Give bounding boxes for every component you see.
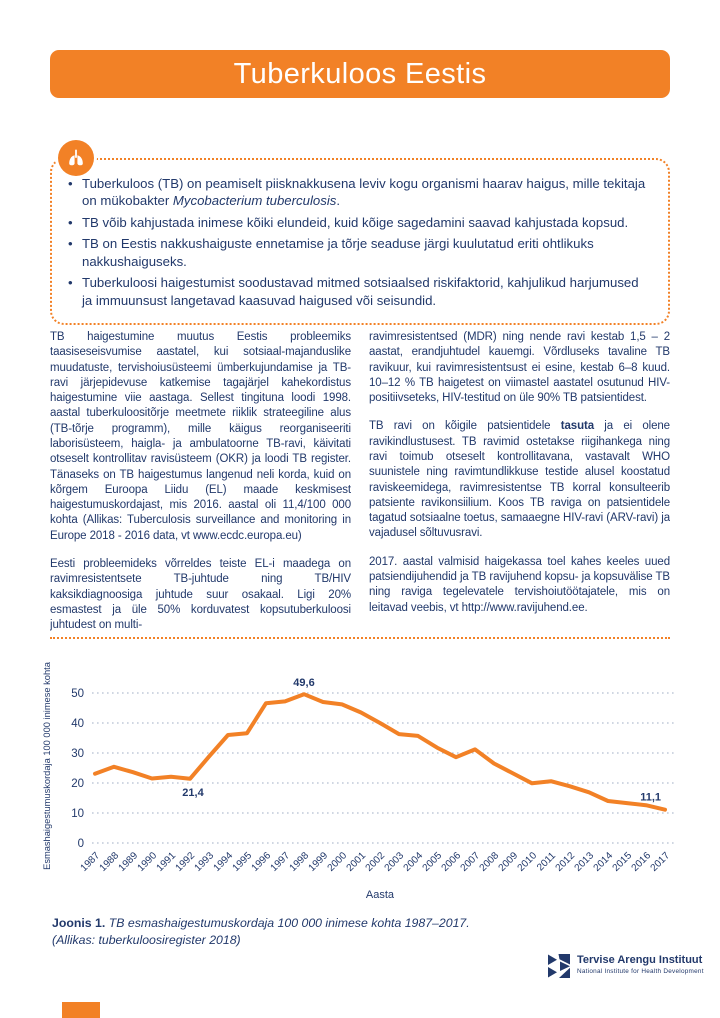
institute-name: Tervise Arengu Instituut [577,954,703,966]
x-tick-label: 1993 [193,850,217,874]
footer-orange-block [62,1002,100,1018]
x-axis-title: Aasta [366,889,395,901]
data-label: 11,1 [640,792,661,804]
institute-logo: Tervise Arengu Instituut National Instit… [548,954,704,979]
y-axis-title: Esmashaigestumuskordaja 100 000 inimese … [42,661,52,870]
x-tick-label: 1994 [212,850,236,874]
x-tick-label: 2005 [421,850,445,874]
y-tick-label: 30 [71,748,84,760]
x-tick-label: 2001 [345,850,369,874]
y-tick-label: 0 [78,838,84,850]
x-tick-label: 2013 [573,850,597,874]
x-tick-label: 1997 [269,850,293,874]
chart-area: 0 10 20 30 40 50 1987 1988 1989 1990 1991 1992 1993 1… [30,648,695,908]
key-fact-bullet: Tuberkuloos (TB) on peamiselt piisknakku… [68,175,648,210]
x-tick-label: 2015 [611,850,635,874]
y-tick-label: 50 [71,688,84,700]
y-tick-label: 10 [71,808,84,820]
key-fact-bullet: TB on Eestis nakkushaiguste ennetamise j… [68,235,648,270]
figure-caption-source: (Allikas: tuberkuloosiregister 2018) [52,933,241,948]
tb-incidence-line-chart: 0102030405019871988198919901991199219931… [42,661,676,901]
paragraph: TB haigestumine muutus Eestis probleemik… [50,331,351,542]
x-tick-label: 1999 [307,850,331,874]
figure-caption: Joonis 1. TB esmashaigestumuskordaja 100… [52,915,572,949]
dotted-divider [50,637,670,639]
x-tick-label: 2002 [364,850,388,874]
y-tick-label: 20 [71,778,84,790]
paragraph: 2017. aastal valmisid haigekassa toel ka… [369,555,670,614]
x-tick-label: 1988 [98,850,122,874]
x-tick-label: 2008 [478,850,502,874]
x-tick-label: 2016 [630,850,654,874]
x-tick-label: 2014 [592,850,616,874]
data-label: 49,6 [293,677,314,689]
institute-name-en: National Institute for Health Developmen… [577,968,704,976]
x-tick-label: 2006 [440,850,464,874]
x-tick-label: 1991 [155,850,179,874]
x-tick-label: 1996 [250,850,274,874]
paragraph: ravimresistentsed (MDR) ning nende ravi … [369,331,670,405]
x-tick-label: 1987 [79,850,103,874]
tai-logo-icon [548,954,570,978]
body-text: TB haigestumine muutus Eestis probleemik… [50,330,670,637]
figure-caption-label: Joonis 1. [52,916,106,930]
key-facts-list: Tuberkuloos (TB) on peamiselt piisknakku… [68,175,648,309]
x-tick-label: 2010 [516,850,540,874]
paragraph: Eesti probleemideks võrreldes teiste EL-… [50,557,351,632]
x-tick-label: 2017 [649,850,673,874]
y-tick-label: 40 [71,718,84,730]
x-tick-label: 2004 [402,850,426,874]
x-tick-label: 2000 [326,850,350,874]
lungs-icon [69,149,83,166]
lungs-badge [58,140,94,176]
x-tick-label: 2009 [497,850,521,874]
x-tick-label: 1998 [288,850,312,874]
x-tick-label: 1992 [174,850,198,874]
x-tick-label: 1989 [117,850,141,874]
x-tick-label: 1990 [136,850,160,874]
key-fact-bullet: TB võib kahjustada inimese kõiki elundei… [68,214,648,232]
x-tick-label: 2011 [535,850,558,873]
figure-caption-text: TB esmashaigestumuskordaja 100 000 inime… [105,916,470,930]
data-label: 21,4 [182,787,204,799]
body-column-right: ravimresistentsed (MDR) ning nende ravi … [369,330,670,629]
key-fact-bullet: Tuberkuloosi haigestumist soodustavad mi… [68,274,648,309]
page-header: Tuberkuloos Eestis [50,50,670,98]
page-title: Tuberkuloos Eestis [233,57,487,90]
paragraph: TB ravi on kõigile patsientidele tasuta … [369,420,670,540]
x-tick-label: 2007 [459,850,483,874]
body-column-left: TB haigestumine muutus Eestis probleemik… [50,330,351,637]
tb-incidence-line [93,692,667,812]
key-facts-box: Tuberkuloos (TB) on peamiselt piisknakku… [50,158,670,325]
institute-logo-text: Tervise Arengu Instituut National Instit… [577,954,704,975]
x-tick-label: 2012 [554,850,578,874]
x-tick-label: 2003 [383,850,407,874]
x-tick-label: 1995 [231,850,255,874]
